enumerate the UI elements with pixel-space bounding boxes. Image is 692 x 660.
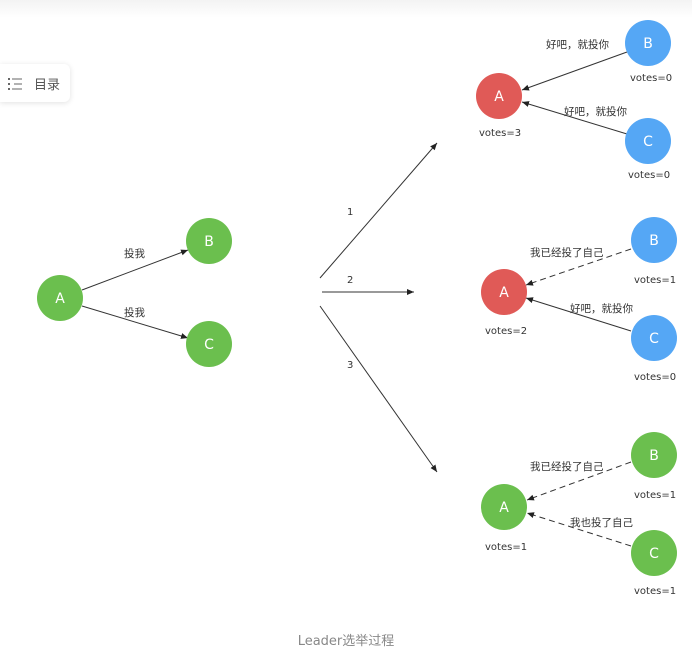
case-2: 我已经投了自己 好吧，就投你 A votes=2 B votes=1 C vot… — [481, 217, 677, 383]
branch-1-arrow — [319, 142, 438, 279]
case1-edge-b-a — [521, 51, 628, 91]
case2-node-b — [631, 217, 677, 263]
case1-node-c-label: C — [643, 134, 653, 150]
branch-2-label: 2 — [347, 275, 353, 286]
node-c — [186, 321, 232, 367]
case2-b-message: 我已经投了自己 — [530, 246, 604, 259]
branch-arrows: 1 2 3 — [319, 142, 438, 473]
case2-b-votes: votes=1 — [634, 275, 676, 286]
case3-c-message: 我也投了自己 — [570, 516, 633, 529]
case1-node-a-label: A — [494, 89, 504, 105]
case2-node-a — [481, 269, 527, 315]
node-b — [186, 218, 232, 264]
edge-ac-label: 投我 — [124, 306, 145, 319]
case2-c-message: 好吧，就投你 — [570, 302, 633, 315]
case-3: 我已经投了自己 我也投了自己 A votes=1 B votes=1 C vot… — [481, 432, 677, 597]
node-a — [37, 275, 83, 321]
case1-c-votes: votes=0 — [628, 170, 670, 181]
case3-node-b-label: B — [649, 448, 659, 464]
list-icon — [8, 76, 24, 90]
case3-node-c — [631, 530, 677, 576]
case1-a-votes: votes=3 — [479, 128, 521, 139]
case1-node-b — [625, 20, 671, 66]
case2-node-c — [631, 315, 677, 361]
case1-node-b-label: B — [643, 36, 653, 52]
case3-c-votes: votes=1 — [634, 586, 676, 597]
case3-node-a — [481, 484, 527, 530]
top-bar — [0, 0, 692, 18]
case3-node-a-label: A — [499, 500, 509, 516]
case3-node-c-label: C — [649, 546, 659, 562]
case2-node-c-label: C — [649, 331, 659, 347]
edge-a-c — [81, 305, 189, 339]
branch-1-label: 1 — [347, 207, 353, 218]
case3-edge-c-a — [526, 512, 632, 547]
node-a-label: A — [55, 291, 65, 307]
node-c-label: C — [204, 337, 214, 353]
case1-node-a — [476, 73, 522, 119]
case1-b-votes: votes=0 — [630, 73, 672, 84]
case2-edge-c-a — [525, 297, 632, 332]
case3-b-message: 我已经投了自己 — [530, 460, 604, 473]
election-diagram: 投我 投我 A B C 1 2 3 好吧，就投你 好吧，就投你 A votes=… — [37, 20, 677, 597]
case2-node-a-label: A — [499, 285, 509, 301]
case3-edge-b-a — [526, 461, 632, 501]
case1-edge-c-a — [521, 101, 628, 135]
case2-node-b-label: B — [649, 233, 659, 249]
branch-3-label: 3 — [347, 360, 353, 371]
branch-3-arrow — [319, 305, 438, 473]
figure-caption: Leader选举过程 — [297, 634, 395, 649]
case1-node-c — [625, 118, 671, 164]
initial-state: 投我 投我 A B C — [37, 218, 232, 367]
case3-b-votes: votes=1 — [634, 490, 676, 501]
case1-c-message: 好吧，就投你 — [564, 105, 627, 118]
case-1: 好吧，就投你 好吧，就投你 A votes=3 B votes=0 C vote… — [476, 20, 672, 181]
node-b-label: B — [204, 234, 214, 250]
case2-c-votes: votes=0 — [634, 372, 676, 383]
case3-a-votes: votes=1 — [485, 542, 527, 553]
toc-label: 目录 — [34, 77, 61, 93]
case2-edge-b-a — [525, 248, 632, 286]
toc-button[interactable]: 目录 — [0, 64, 70, 102]
edge-ab-label: 投我 — [124, 247, 145, 260]
case3-node-b — [631, 432, 677, 478]
case1-b-message: 好吧，就投你 — [546, 38, 609, 51]
case2-a-votes: votes=2 — [485, 326, 527, 337]
edge-a-b — [81, 249, 189, 291]
